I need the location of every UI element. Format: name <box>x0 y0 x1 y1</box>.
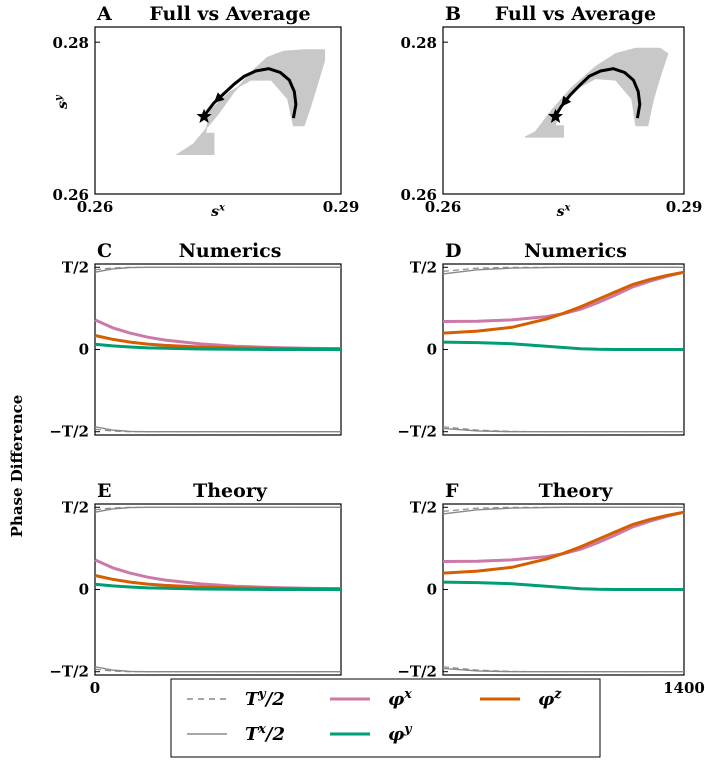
series-Ty-neg <box>442 426 684 433</box>
series-Ty-pos <box>442 266 684 272</box>
y-tick-label: 0.26 <box>400 186 437 204</box>
full-dynamics-band <box>175 49 326 155</box>
start-star-marker <box>547 108 564 123</box>
series-Tx-neg <box>94 666 341 673</box>
legend-label: Ty/2 <box>245 686 285 710</box>
series-Tx-pos <box>94 266 341 273</box>
series-phi-y <box>442 340 684 351</box>
panel-title: Numerics <box>524 240 627 262</box>
y-tick-label: T/2 <box>62 258 89 276</box>
series-phi-y <box>442 580 684 591</box>
panel-title: Numerics <box>179 240 282 262</box>
series-Tx-neg <box>94 426 341 433</box>
series-Tx-pos <box>442 506 684 515</box>
panel-title: Full vs Average <box>149 3 310 25</box>
panel-title: Theory <box>539 480 614 502</box>
trajectory-arrow <box>213 92 225 103</box>
panel-letter: E <box>97 480 111 502</box>
x-tick-label: 0 <box>90 679 100 697</box>
panel-letter: B <box>445 3 461 25</box>
series-Ty-pos <box>94 506 341 511</box>
panel-title: Theory <box>193 480 268 502</box>
average-trajectory <box>202 67 298 119</box>
x-tick-label: 0.29 <box>666 198 703 216</box>
panel-c: C Numerics T/2 0 −T/2 <box>49 240 342 441</box>
legend: Ty/2 Tx/2 φx φy φz <box>170 678 601 758</box>
axes-frame <box>94 26 342 195</box>
legend-label: Tx/2 <box>245 721 285 745</box>
y-tick-label: 0.26 <box>52 186 89 204</box>
series-phi-y <box>94 342 341 351</box>
panel-d: D Numerics T/2 0 −T/2 <box>397 240 685 441</box>
y-tick-label: 0 <box>79 341 89 359</box>
y-tick-label: −T/2 <box>49 423 89 441</box>
y-tick-label: 0.28 <box>400 34 437 52</box>
panel-title: Full vs Average <box>495 3 656 25</box>
y-tick-label: −T/2 <box>397 423 437 441</box>
x-tick-label: 0.26 <box>77 198 114 216</box>
y-tick-label: 0 <box>427 341 437 359</box>
legend-label: φz <box>538 686 562 710</box>
x-tick-label: 0.26 <box>425 198 462 216</box>
series-Tx-pos <box>442 266 684 275</box>
start-star-marker <box>196 108 212 123</box>
y-tick-label: 0 <box>79 581 89 599</box>
series-phi-x <box>94 558 342 591</box>
full-dynamics-band <box>524 47 669 138</box>
series-Ty-pos <box>442 506 684 512</box>
series-phi-y <box>94 582 341 591</box>
y-tick-label: −T/2 <box>49 663 89 681</box>
panel-a: A Full vs Average 0.26 0.28 0.26 0.29 sx sy <box>52 3 359 220</box>
series-Ty-pos <box>94 266 341 271</box>
shared-y-label: Phase Difference <box>8 395 26 538</box>
panel-letter: F <box>445 480 459 502</box>
series-phi-x <box>442 270 685 323</box>
panels: A Full vs Average 0.26 0.28 0.26 0.29 sx sy B Ful… <box>49 3 705 698</box>
series-Ty-neg <box>442 666 684 673</box>
y-tick-label: T/2 <box>410 258 437 276</box>
y-tick-label: −T/2 <box>397 663 437 681</box>
y-axis-label: sy <box>53 94 71 109</box>
y-tick-label: T/2 <box>410 498 437 516</box>
series-phi-z <box>442 510 685 575</box>
panel-letter: D <box>445 240 461 262</box>
series-phi-x <box>94 318 342 351</box>
x-axis-label: sx <box>211 202 225 220</box>
y-tick-label: 0 <box>427 581 437 599</box>
average-trajectory <box>554 67 642 119</box>
x-tick-label: 0.29 <box>323 198 360 216</box>
panel-letter: C <box>97 240 112 262</box>
legend-label: φy <box>388 721 413 745</box>
legend-box <box>170 678 601 758</box>
series-phi-x <box>442 510 685 563</box>
panel-letter: A <box>96 3 112 25</box>
x-axis-label: sx <box>557 202 571 220</box>
series-Tx-pos <box>94 506 341 513</box>
series-Ty-neg <box>94 668 341 673</box>
panel-b: B Full vs Average 0.26 0.28 0.26 0.29 sx <box>400 3 702 220</box>
y-tick-label: 0.28 <box>52 34 89 52</box>
series-Ty-neg <box>94 428 341 433</box>
trajectory-arrow <box>561 95 572 107</box>
series-phi-z <box>442 270 685 335</box>
x-tick-label: 1400 <box>663 679 705 697</box>
y-tick-label: T/2 <box>62 498 89 516</box>
axes-frame <box>442 26 685 195</box>
legend-label: φx <box>388 686 412 710</box>
